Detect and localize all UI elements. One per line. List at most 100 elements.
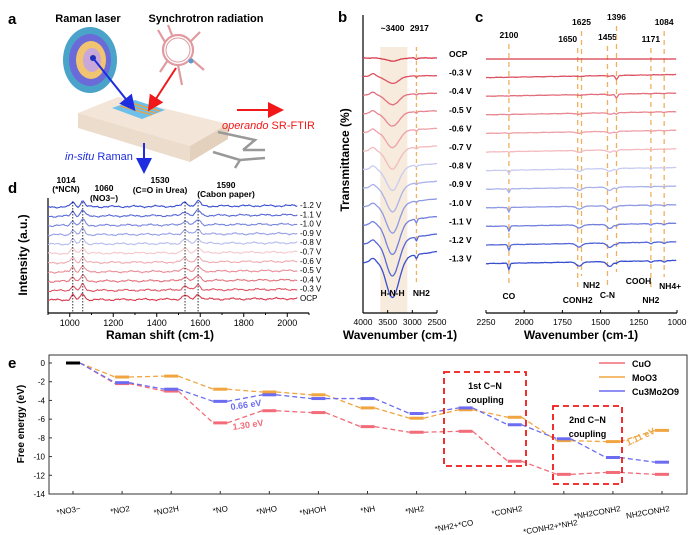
c-top-label: 1171 <box>642 34 661 44</box>
panel-label-a: a <box>8 11 17 28</box>
e-connector-Cu3Mo2O9 <box>177 388 214 402</box>
d-series-label: -1.1 V <box>300 210 322 219</box>
e-coupling-box <box>552 405 623 485</box>
e-y-tick-label: 0 <box>41 359 46 368</box>
e-connector-Cu3Mo2O9 <box>374 397 410 415</box>
b-series-label: -0.9 V <box>449 179 472 189</box>
e-connector-CuO <box>570 471 606 475</box>
e-connector-MoO3 <box>177 375 214 390</box>
e-legend-label: Cu3Mo2O9 <box>632 387 679 397</box>
d-series-label: -1.0 V <box>300 220 322 229</box>
e-category-label: *NHO <box>256 504 278 516</box>
b-series-label: -1.0 V <box>449 198 472 208</box>
e-connector-CuO <box>619 471 656 475</box>
b-spectrum-trace <box>362 180 438 213</box>
e-y-tick-label: -4 <box>38 396 46 405</box>
c-bottom-label: CO <box>503 291 516 301</box>
b-series-label: -0.3 V <box>449 68 472 78</box>
e-y-tick-label: -8 <box>38 434 46 443</box>
d-x-tick-label: 1600 <box>190 318 210 328</box>
b-spectrum-trace <box>362 127 438 149</box>
e-connector-CuO <box>374 425 410 433</box>
d-series-label: -1.2 V <box>300 201 322 210</box>
e-annotation: 1.30 eV <box>232 418 264 432</box>
e-coupling-title: 2nd C−N <box>569 415 606 425</box>
d-spectrum-trace <box>47 227 298 237</box>
raman-beam-arrow <box>92 57 136 112</box>
d-x-tick-label: 1800 <box>234 318 254 328</box>
panel-label-e: e <box>8 355 16 372</box>
raman-label: in-situ Raman <box>65 151 133 163</box>
e-connector-CuO <box>227 410 263 424</box>
e-category-label: *NH <box>360 504 376 515</box>
c-x-tick-label: 2250 <box>477 317 496 327</box>
e-ylabel: Free energy (eV) <box>16 385 27 463</box>
e-category-label: *NO <box>212 504 228 515</box>
e-category-label: *CONH2+*NH2 <box>523 518 579 535</box>
e-connector-Cu3Mo2O9 <box>227 394 263 403</box>
c-spectrum-trace <box>485 166 677 175</box>
d-series-label: -0.9 V <box>300 229 322 238</box>
c-spectrum-trace <box>485 222 677 233</box>
b-x-tick-label: 3000 <box>403 317 422 327</box>
b-x-tick-label: 2500 <box>428 317 447 327</box>
e-y-tick-label: -10 <box>33 453 45 462</box>
e-connector-CuO <box>128 382 165 392</box>
d-series-label: -0.7 V <box>300 248 322 257</box>
b-top-label: 2917 <box>410 23 429 33</box>
panel-label-c: c <box>475 9 483 26</box>
d-spectrum-trace <box>47 218 298 228</box>
panel-c-ftir-low: c Wavenumber (cm-1) 2250 2000 1750 1500 1250… <box>475 9 687 342</box>
e-y-tick-label: -2 <box>38 378 46 387</box>
b-top-label: ~3400 <box>381 23 405 33</box>
e-connector-Cu3Mo2O9 <box>79 362 116 384</box>
c-bottom-label: CONH2 <box>563 295 593 305</box>
e-y-tick-label: -12 <box>33 471 45 480</box>
d-series-label: OCP <box>300 294 317 303</box>
e-connector-Cu3Mo2O9 <box>276 394 312 400</box>
e-y-tick-label: -6 <box>38 415 46 424</box>
b-series-label: -0.5 V <box>449 105 472 115</box>
e-coupling-subtitle: coupling <box>466 395 504 405</box>
d-series-label: -0.5 V <box>300 266 322 275</box>
c-bottom-label: C-N <box>600 290 615 300</box>
panel-label-b: b <box>338 9 347 26</box>
c-top-label: 1396 <box>607 12 626 22</box>
b-spectrum-trace <box>362 162 437 192</box>
c-spectrum-trace <box>486 129 677 135</box>
e-connector-Cu3Mo2O9 <box>619 456 656 463</box>
panel-d-raman: d Intensity (a.u.) Raman shift (cm-1) 10… <box>8 175 322 342</box>
d-series-label: -0.4 V <box>300 275 322 284</box>
d-spectrum-trace <box>47 246 298 255</box>
d-x-tick-label: 1000 <box>60 318 80 328</box>
b-series-label: -0.7 V <box>449 142 472 152</box>
b-series-label: -0.6 V <box>449 123 472 133</box>
panel-a-schematic: a Raman laser Synchrotron radiation op <box>8 11 315 174</box>
e-category-label: *NO2H <box>153 504 180 517</box>
d-spectrum-trace <box>47 237 298 246</box>
b-xlabel: Wavenumber (cm-1) <box>343 328 457 342</box>
b-bottom-label: H-N-H <box>381 288 405 298</box>
laser-target-icon <box>63 27 117 93</box>
b-series-label: -0.4 V <box>449 86 472 96</box>
d-peak-value: 1530 <box>151 175 170 185</box>
e-connector-MoO3 <box>227 388 263 393</box>
panel-b-ftir-high: b Transmittance (%) Wavenumber (cm-1) 40… <box>338 9 472 342</box>
e-connector-MoO3 <box>325 394 361 409</box>
c-spectrum-trace <box>486 73 677 81</box>
e-category-label: *NHOH <box>299 504 327 518</box>
e-connector-MoO3 <box>276 391 312 396</box>
e-category-label: *CONH2 <box>491 504 524 518</box>
d-series-label: -0.6 V <box>300 257 322 266</box>
e-connector-MoO3 <box>129 375 165 378</box>
b-spectrum-trace <box>362 215 438 256</box>
d-x-tick-label: 1200 <box>103 318 123 328</box>
c-top-label: 2100 <box>499 30 518 40</box>
e-connector-Cu3Mo2O9 <box>423 407 459 415</box>
e-annotation: 1.11 eV <box>625 426 657 448</box>
e-connector-MoO3 <box>79 362 116 378</box>
e-legend-label: MoO3 <box>632 373 657 383</box>
e-connector-CuO <box>276 410 312 414</box>
b-x-tick-label: 3500 <box>378 317 397 327</box>
